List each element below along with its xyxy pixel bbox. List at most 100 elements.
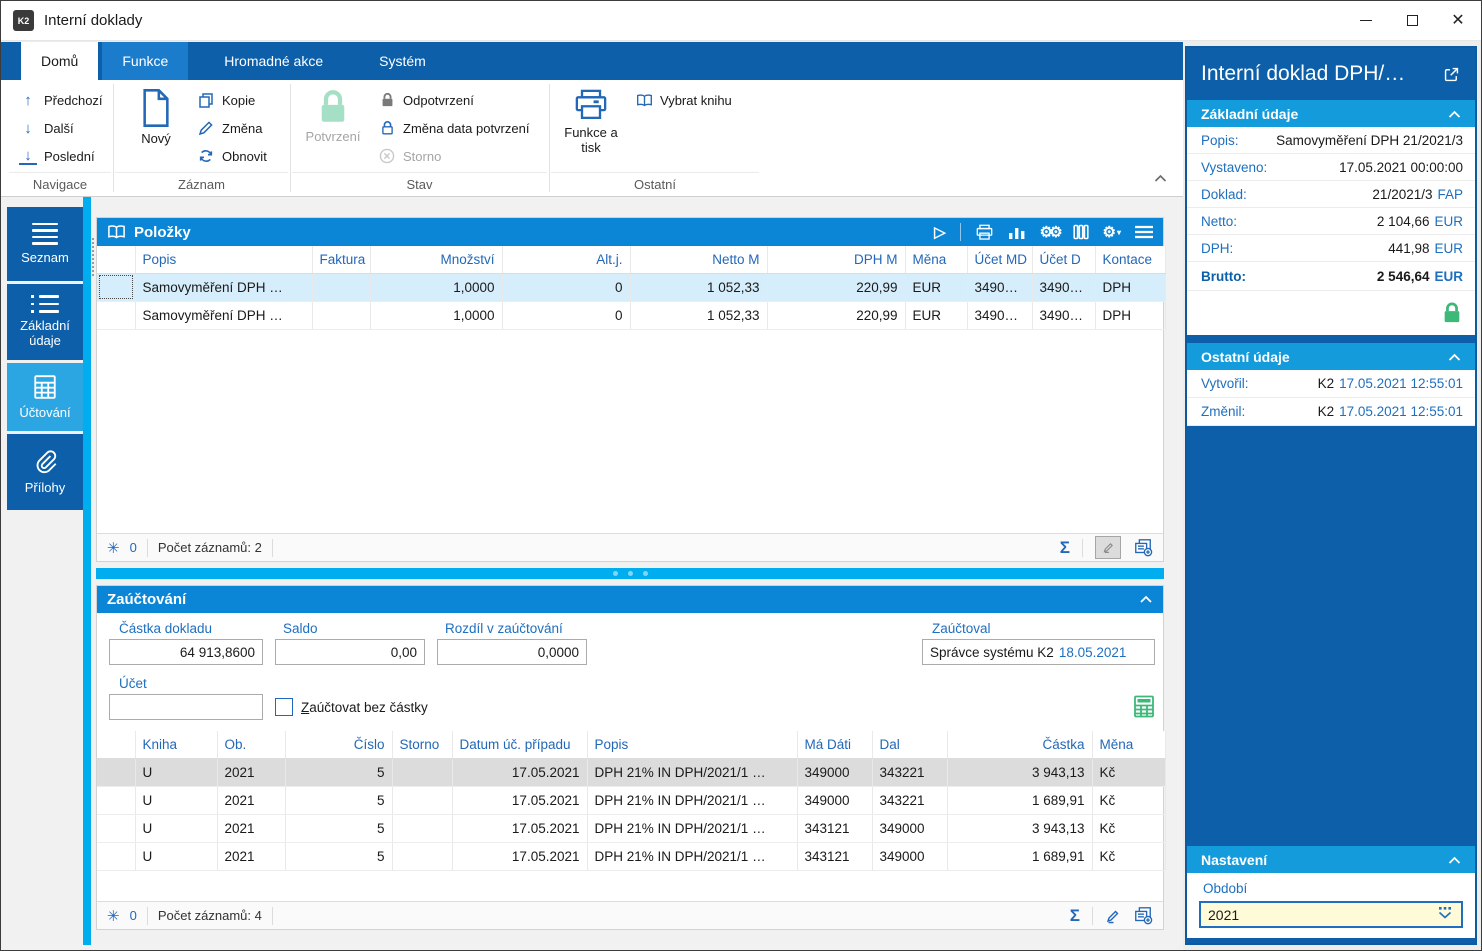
obdobi-select[interactable]: 2021 [1199,901,1463,928]
sidebar-item-seznam[interactable]: Seznam [7,207,83,281]
col-mena[interactable]: Měna [905,246,968,274]
col-ob[interactable]: Ob. [217,731,286,759]
next-button[interactable]: ↓ Další [17,114,103,142]
zauctovani-panel: Zaúčtování Částka dokladu 64 913,8600 Sa… [96,585,1166,930]
col-faktura[interactable]: Faktura [312,246,371,274]
panel-splitter[interactable] [96,568,1164,579]
col-popis[interactable]: Popis [135,246,313,274]
unconfirm-button[interactable]: Odpotvrzení [376,86,529,114]
row-selector[interactable] [97,758,136,787]
copy-button[interactable]: Kopie [195,86,267,114]
tab-system[interactable]: Systém [379,53,426,69]
col-kniha[interactable]: Kniha [135,731,218,759]
lock-green-icon [321,90,345,122]
bar-chart-icon[interactable] [1008,224,1026,240]
row-selector[interactable] [97,842,136,871]
drag-handle[interactable] [92,238,94,276]
section-header-nastaveni[interactable]: Nastavení [1187,846,1475,873]
tab-funkce[interactable]: Funkce [102,42,189,80]
confirm-label: Potvrzení [305,129,361,144]
ucet-field[interactable] [109,694,263,720]
settings-gear-icon[interactable]: ⚙ ▾ [1102,223,1121,241]
col-dph-m[interactable]: DPH M [767,246,906,274]
ribbon-collapse-button[interactable] [1154,170,1167,188]
gears-icon[interactable]: ⚙⚙ [1039,223,1063,241]
table-row[interactable]: U 2021 5 17.05.2021 DPH 21% IN DPH/2021/… [97,758,1166,787]
edit-icon[interactable] [1105,908,1121,924]
cancel-circle-icon [378,148,396,164]
row-selector[interactable] [97,786,136,815]
edit-button[interactable]: Změna [195,114,267,142]
minimize-button[interactable] [1343,1,1389,41]
col-datum[interactable]: Datum úč. případu [452,731,588,759]
columns-icon[interactable] [1072,224,1089,240]
chevron-up-icon [1154,174,1167,182]
table-row[interactable]: U 2021 5 17.05.2021 DPH 21% IN DPH/2021/… [97,786,1166,815]
maximize-button[interactable] [1389,1,1435,41]
confirm-button[interactable]: Potvrzení [302,88,364,145]
castka-dokladu-field[interactable]: 64 913,8600 [109,639,263,665]
col-dal[interactable]: Dal [872,731,948,759]
detail-row-popis: Popis: Samovyměření DPH 21/2021/3 [1187,127,1475,154]
zauctovat-bez-castky-label[interactable]: Zaúčtovat bez částky [301,700,428,715]
chevron-up-icon [1448,852,1461,868]
col-netto-m[interactable]: Netto M [630,246,768,274]
polozky-statusbar: ✳ 0 Počet záznamů: 2 Σ [97,533,1163,561]
rozdil-field[interactable]: 0,0000 [437,639,587,665]
section-header-zakladni[interactable]: Základní údaje [1187,100,1475,127]
col-ma-dati[interactable]: Má Dáti [797,731,873,759]
saldo-field[interactable]: 0,00 [275,639,425,665]
close-button[interactable]: ✕ [1435,1,1481,41]
menu-icon[interactable] [1135,225,1153,239]
functions-print-button[interactable]: Funkce a tisk [559,88,623,156]
zauctoval-field[interactable]: Správce systému K2 18.05.2021 [922,639,1155,665]
col-altj[interactable]: Alt.j. [502,246,631,274]
table-row[interactable]: Samovyměření DPH … 1,0000 0 1 052,33 220… [97,273,1166,302]
col-popis[interactable]: Popis [587,731,798,759]
print-icon[interactable] [975,224,994,241]
arrow-down-icon: ↓ [24,119,32,137]
col-castka[interactable]: Částka [947,731,1093,759]
edit-mode-button[interactable] [1095,536,1121,559]
col-mnozstvi[interactable]: Množství [370,246,503,274]
table-row[interactable]: Samovyměření DPH … 1,0000 0 1 052,33 220… [97,301,1166,330]
tab-domu[interactable]: Domů [21,42,99,80]
copy-add-icon[interactable] [1133,538,1153,557]
section-header-ostatni[interactable]: Ostatní údaje [1187,343,1475,370]
sidebar-item-zakladni-udaje[interactable]: Základní údaje [7,284,83,360]
row-selector[interactable] [97,273,136,302]
col-storno[interactable]: Storno [392,731,453,759]
sum-icon[interactable]: Σ [1059,537,1070,557]
functions-print-label: Funkce a tisk [564,125,618,155]
col-mena[interactable]: Měna [1092,731,1166,759]
col-cislo[interactable]: Číslo [285,731,393,759]
play-icon[interactable]: ▷ [934,223,946,241]
sum-icon[interactable]: Σ [1069,905,1080,925]
external-link-icon[interactable] [1442,65,1461,84]
row-selector[interactable] [97,814,136,843]
last-button[interactable]: ↓ Poslední [17,142,103,170]
change-confirm-date-button[interactable]: Změna data potvrzení [376,114,529,142]
minimize-icon [1360,20,1372,21]
dropdown-chevron-icon[interactable] [1436,906,1454,923]
calculator-green-icon[interactable] [1132,694,1156,719]
copy-add-icon[interactable] [1133,906,1153,925]
new-button[interactable]: Nový [129,88,183,147]
refresh-button[interactable]: Obnovit [195,142,267,170]
table-row[interactable]: U 2021 5 17.05.2021 DPH 21% IN DPH/2021/… [97,842,1166,871]
zauctovat-bez-castky-checkbox[interactable] [275,698,293,716]
tab-hromadne-akce[interactable]: Hromadné akce [224,53,324,69]
row-selector[interactable] [97,301,136,330]
select-book-button[interactable]: Vybrat knihu [633,86,732,114]
col-ucet-d[interactable]: Účet D [1032,246,1096,274]
sidebar-item-prilohy[interactable]: Přílohy [7,434,83,510]
col-kontace[interactable]: Kontace [1095,246,1166,274]
table-row[interactable]: U 2021 5 17.05.2021 DPH 21% IN DPH/2021/… [97,814,1166,843]
sidebar-item-uctovani[interactable]: Účtování [7,363,83,431]
printer-icon [575,89,607,120]
storno-button[interactable]: Storno [376,142,529,170]
col-ucet-md[interactable]: Účet MD [967,246,1033,274]
collapse-section-button[interactable] [1139,595,1153,604]
previous-button[interactable]: ↑ Předchozí [17,86,102,114]
